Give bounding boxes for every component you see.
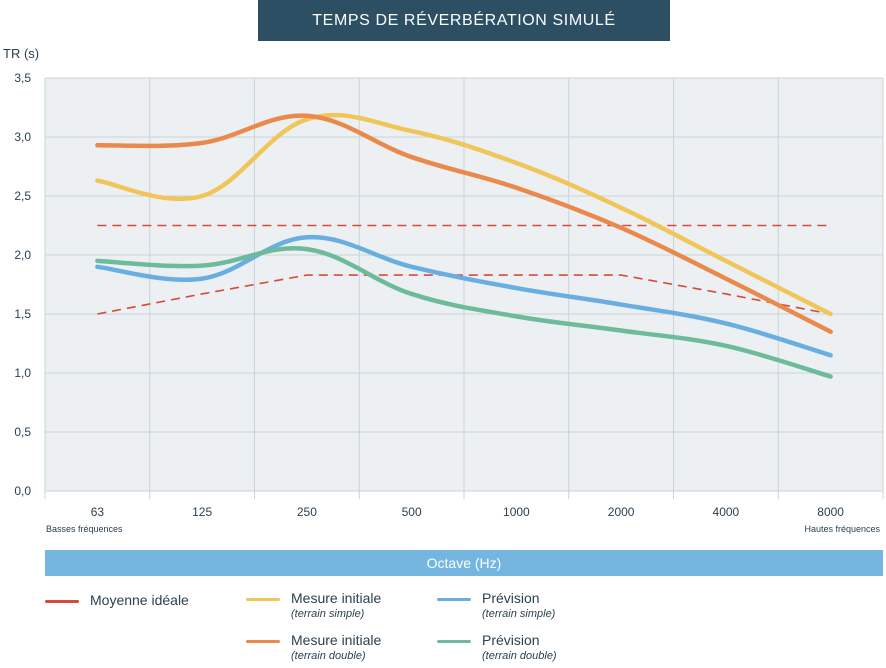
legend-sublabel: (terrain double) xyxy=(482,650,557,662)
legend-swatch xyxy=(437,598,471,601)
y-tick-label: 1,0 xyxy=(14,366,31,380)
y-tick-label: 3,0 xyxy=(14,130,31,144)
series-line-mesure-simple xyxy=(95,112,833,317)
series-line-mesure-double xyxy=(95,113,833,334)
legend-sublabel: (terrain double) xyxy=(291,650,366,662)
legend-label: Mesure initiale xyxy=(291,590,382,606)
x-tick-label: 500 xyxy=(402,505,422,519)
legend-sublabel: (terrain simple) xyxy=(482,608,556,620)
x-axis-sub-right: Hautes fréquences xyxy=(804,524,880,534)
x-tick-label: 4000 xyxy=(713,505,740,519)
y-tick-label: 1,5 xyxy=(14,307,31,321)
x-tick-label: 250 xyxy=(297,505,317,519)
legend-swatch xyxy=(246,640,280,643)
series-line-prevision-double xyxy=(95,246,833,379)
chart-svg: 0,0 0,5 1,0 1,5 2,0 2,5 3,0 3,5 63 125 250 500 1000… xyxy=(3,46,884,534)
x-tick-label: 63 xyxy=(91,505,105,519)
legend-swatch xyxy=(437,640,471,643)
legend-swatch xyxy=(45,600,79,603)
x-axis-label: Octave (Hz) xyxy=(45,550,883,576)
legend-label: Prévision xyxy=(482,632,540,648)
legend-swatch xyxy=(246,598,280,601)
x-tick-label: 1000 xyxy=(503,505,530,519)
y-tick-label: 3,5 xyxy=(14,71,31,85)
y-tick-label: 0,0 xyxy=(14,484,31,498)
legend-label: Prévision xyxy=(482,590,540,606)
y-tick-label: 2,5 xyxy=(14,189,31,203)
series-line-prevision-simple xyxy=(95,235,833,358)
x-axis-sub-left: Basses fréquences xyxy=(46,524,123,534)
x-tick-label: 125 xyxy=(192,505,212,519)
x-tick-label: 2000 xyxy=(608,505,635,519)
y-axis-label: TR (s) xyxy=(3,46,39,61)
y-tick-label: 0,5 xyxy=(14,425,31,439)
series-line-ideal-lower xyxy=(97,274,831,315)
legend-sublabel: (terrain simple) xyxy=(291,608,365,620)
y-tick-label: 2,0 xyxy=(14,248,31,262)
legend-label: Mesure initiale xyxy=(291,632,382,648)
chart-title: TEMPS DE RÉVERBÉRATION SIMULÉ xyxy=(258,0,670,41)
legend-label: Moyenne idéale xyxy=(90,592,189,608)
x-tick-label: 8000 xyxy=(817,505,844,519)
